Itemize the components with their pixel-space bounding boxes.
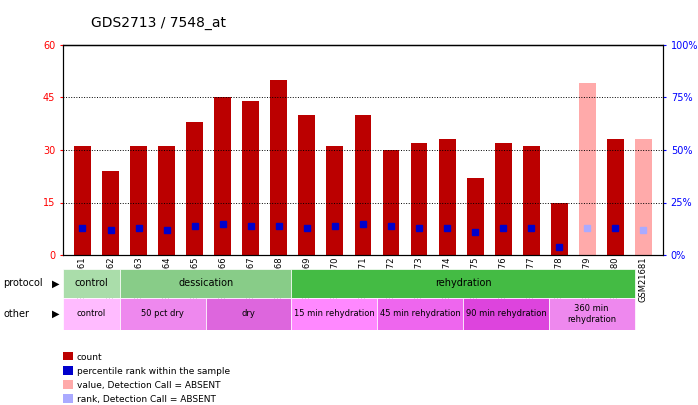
FancyBboxPatch shape [63,298,120,330]
FancyBboxPatch shape [120,298,206,330]
Bar [467,178,484,255]
Bar [74,146,91,255]
Bar [355,115,371,255]
FancyBboxPatch shape [63,269,120,298]
FancyBboxPatch shape [292,269,634,298]
Text: value, Detection Call = ABSENT: value, Detection Call = ABSENT [77,381,221,390]
Text: ▶: ▶ [52,279,59,288]
FancyBboxPatch shape [292,298,377,330]
Bar [635,139,652,255]
Bar [158,146,175,255]
Bar [439,139,456,255]
Text: dry: dry [242,309,255,318]
Text: ▶: ▶ [52,309,59,319]
Text: percentile rank within the sample: percentile rank within the sample [77,367,230,376]
Text: 360 min
rehydration: 360 min rehydration [567,304,616,324]
Bar [495,143,512,255]
FancyBboxPatch shape [120,269,292,298]
Bar [102,171,119,255]
Text: count: count [77,353,103,362]
Bar [551,202,567,255]
Bar [130,146,147,255]
Bar [186,122,203,255]
Bar [383,150,399,255]
Bar [607,139,624,255]
Text: other: other [3,309,29,319]
FancyBboxPatch shape [549,298,634,330]
Bar [579,83,596,255]
Text: GDS2713 / 7548_at: GDS2713 / 7548_at [91,16,225,30]
FancyBboxPatch shape [206,298,292,330]
Bar [327,146,343,255]
Text: 45 min rehydration: 45 min rehydration [380,309,461,318]
Text: dessication: dessication [178,279,233,288]
Bar [242,101,259,255]
Bar [270,80,287,255]
Bar [299,115,315,255]
Bar [410,143,427,255]
Text: rank, Detection Call = ABSENT: rank, Detection Call = ABSENT [77,395,216,404]
FancyBboxPatch shape [377,298,463,330]
Text: 15 min rehydration: 15 min rehydration [294,309,375,318]
Text: protocol: protocol [3,279,43,288]
Bar [523,146,540,255]
Text: 90 min rehydration: 90 min rehydration [466,309,547,318]
FancyBboxPatch shape [463,298,549,330]
Text: control: control [77,309,106,318]
Text: control: control [75,279,108,288]
Text: 50 pct dry: 50 pct dry [142,309,184,318]
Bar [214,97,231,255]
Text: rehydration: rehydration [435,279,491,288]
